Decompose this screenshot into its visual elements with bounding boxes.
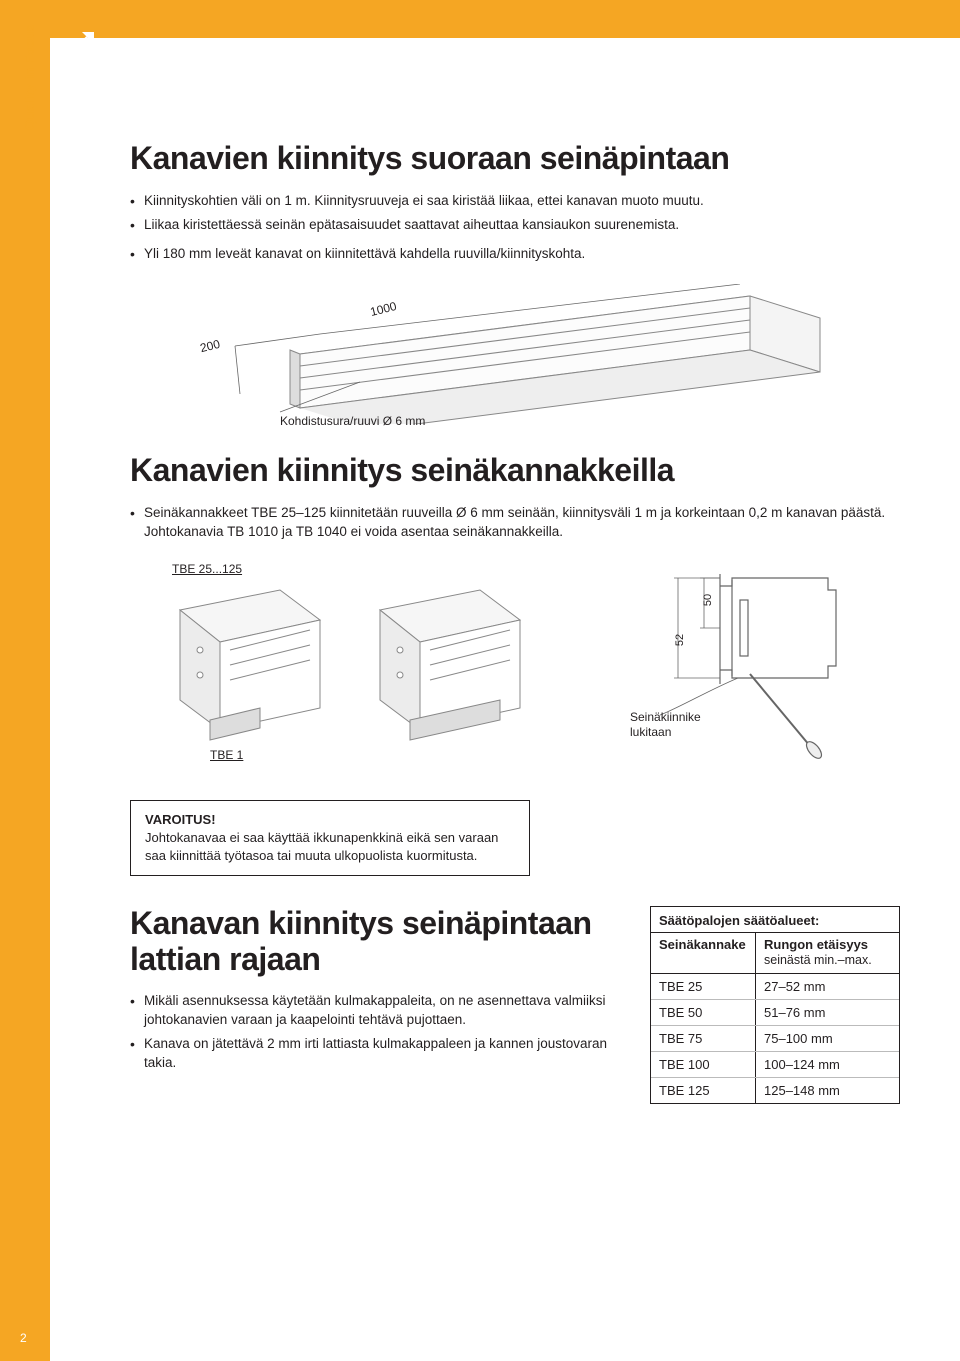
dim-52: 52	[674, 634, 686, 646]
table-col1-head: Seinäkannake	[651, 933, 756, 973]
table-cell: 100–124 mm	[756, 1052, 899, 1077]
table-row: TBE 7575–100 mm	[651, 1026, 899, 1052]
section3-title: Kanavan kiinnitys seinäpintaan lattian r…	[130, 906, 610, 976]
table-row: TBE 5051–76 mm	[651, 1000, 899, 1026]
bullet: Kanava on jätettävä 2 mm irti lattiasta …	[130, 1034, 610, 1073]
col2-head-text: Rungon etäisyys	[764, 937, 868, 952]
table-cell: TBE 50	[651, 1000, 756, 1025]
table-cell: 125–148 mm	[756, 1078, 899, 1103]
diagram-brackets: TBE 25...125	[130, 562, 900, 772]
table-cell: TBE 25	[651, 974, 756, 999]
warning-body: Johtokanavaa ei saa käyttää ikkunapenkki…	[145, 830, 498, 863]
bracket-figure	[360, 580, 540, 750]
col2-sub-text: seinästä min.–max.	[764, 953, 872, 967]
dim-50: 50	[702, 594, 714, 606]
table-row: TBE 2527–52 mm	[651, 974, 899, 1000]
page-number: 2	[20, 1331, 27, 1345]
adjustment-table: Säätöpalojen säätöalueet: Seinäkannake R…	[650, 906, 900, 1104]
bullet: Liikaa kiristettäessä seinän epätasaisuu…	[130, 215, 900, 235]
bracket-figure	[160, 580, 340, 750]
section1-bullets: Kiinnityskohtien väli on 1 m. Kiinnitysr…	[130, 191, 900, 234]
bullet: Yli 180 mm leveät kanavat on kiinnitettä…	[130, 244, 900, 264]
section2-bullets: Seinäkannakkeet TBE 25–125 kiinnitetään …	[130, 503, 900, 542]
section1-title: Kanavien kiinnitys suoraan seinäpintaan	[130, 140, 900, 177]
section1-bullets-2: Yli 180 mm leveät kanavat on kiinnitettä…	[130, 244, 900, 264]
table-header-main: Säätöpalojen säätöalueet:	[651, 907, 899, 933]
section2: Kanavien kiinnitys seinäkannakkeilla Sei…	[130, 452, 900, 877]
table-col2-head: Rungon etäisyys seinästä min.–max.	[756, 933, 899, 973]
section3: Kanavan kiinnitys seinäpintaan lattian r…	[130, 906, 900, 1104]
brand-text: Quality in Focus	[22, 24, 37, 130]
page-content: Kanavien kiinnitys suoraan seinäpintaan …	[130, 140, 900, 1104]
warning-title: VAROITUS!	[145, 812, 216, 827]
table-cell: TBE 100	[651, 1052, 756, 1077]
bullet: Seinäkannakkeet TBE 25–125 kiinnitetään …	[130, 503, 900, 542]
section3-bullets: Mikäli asennuksessa käytetään kulmakappa…	[130, 991, 610, 1073]
table-row: TBE 125125–148 mm	[651, 1078, 899, 1103]
label-kohdistus: Kohdistusura/ruuvi Ø 6 mm	[280, 414, 425, 428]
table-cell: TBE 75	[651, 1026, 756, 1051]
label-tbe-range: TBE 25...125	[172, 562, 242, 576]
table-row: TBE 100100–124 mm	[651, 1052, 899, 1078]
bullet: Mikäli asennuksessa käytetään kulmakappa…	[130, 991, 610, 1030]
diagram-channel: 1000 200 Kohdistusura/ruuvi Ø 6 mm	[130, 284, 900, 434]
section2-title: Kanavien kiinnitys seinäkannakkeilla	[130, 452, 900, 489]
table-cell: 27–52 mm	[756, 974, 899, 999]
top-accent-bar	[0, 0, 960, 38]
warning-box: VAROITUS! Johtokanavaa ei saa käyttää ik…	[130, 800, 530, 877]
label-tbe1: TBE 1	[210, 748, 243, 762]
bullet: Kiinnityskohtien väli on 1 m. Kiinnitysr…	[130, 191, 900, 211]
table-cell: TBE 125	[651, 1078, 756, 1103]
table-cell: 75–100 mm	[756, 1026, 899, 1051]
label-seinakiinnike: Seinäkiinnike lukitaan	[630, 710, 701, 741]
left-accent-bar	[0, 0, 50, 1361]
table-cell: 51–76 mm	[756, 1000, 899, 1025]
brand-icon	[38, 18, 98, 78]
